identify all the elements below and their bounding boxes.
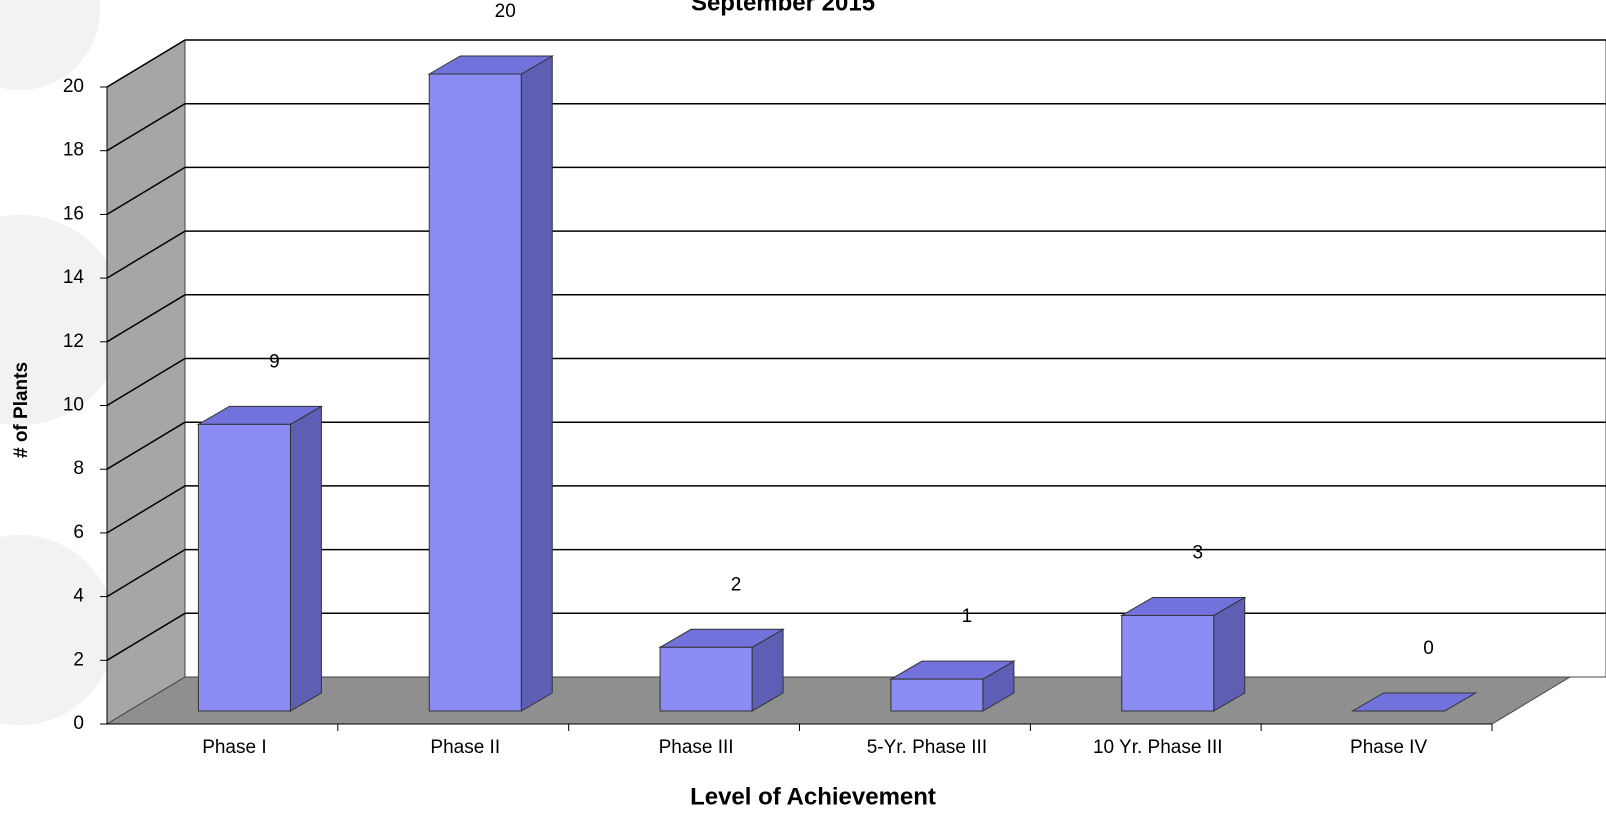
value-label: 1: [962, 606, 973, 627]
y-tick-label: 18: [63, 140, 84, 161]
value-label: 3: [1192, 542, 1203, 563]
y-axis-title: # of Plants: [11, 362, 32, 458]
y-tick-label: 16: [63, 203, 84, 224]
background-circle: [0, 215, 125, 425]
x-tick-label: 5-Yr. Phase III: [867, 737, 987, 758]
y-tick-label: 12: [63, 331, 84, 352]
grid-line: [106, 421, 186, 470]
background-circle: [0, 0, 100, 90]
x-tick-label: Phase III: [659, 737, 734, 758]
x-axis-title: Level of Achievement: [690, 783, 936, 810]
y-tick-label: 2: [73, 649, 84, 670]
grid-line: [106, 294, 186, 343]
bar-side: [520, 55, 553, 712]
bar: [890, 678, 984, 712]
grid-line: [106, 612, 186, 661]
x-tick-label: Phase I: [202, 737, 266, 758]
value-label: 0: [1423, 638, 1434, 659]
bar: [1121, 614, 1215, 712]
y-tick-label: 14: [63, 267, 85, 288]
grid-line: [106, 103, 186, 152]
bar: [197, 423, 291, 712]
y-tick-label: 0: [73, 713, 84, 734]
bar-side: [1213, 596, 1246, 712]
grid-line: [106, 357, 186, 407]
bar-side: [289, 405, 322, 712]
y-tick-label: 6: [73, 522, 84, 543]
y-tick-label: 10: [63, 395, 84, 416]
floor: [105, 676, 1572, 725]
value-label: 9: [269, 351, 280, 372]
grid-line: [106, 548, 186, 598]
y-tick-label: 4: [73, 586, 84, 607]
bar: [659, 646, 753, 712]
background-circle: [0, 535, 115, 725]
bar: [428, 73, 522, 712]
value-label: 2: [731, 574, 742, 595]
y-tick-label: 8: [73, 458, 84, 479]
grid-line: [106, 166, 186, 216]
y-tick-label: 20: [63, 76, 84, 97]
grid-line: [106, 39, 186, 88]
grid-line: [106, 230, 186, 279]
x-tick-label: 10 Yr. Phase III: [1093, 737, 1223, 758]
x-tick-label: Phase II: [430, 737, 500, 758]
x-tick-label: Phase IV: [1350, 737, 1427, 758]
value-label: 20: [495, 1, 516, 22]
grid-line: [106, 485, 186, 534]
bar-top: [1350, 692, 1478, 712]
chart-title: September 2015: [691, 0, 875, 16]
